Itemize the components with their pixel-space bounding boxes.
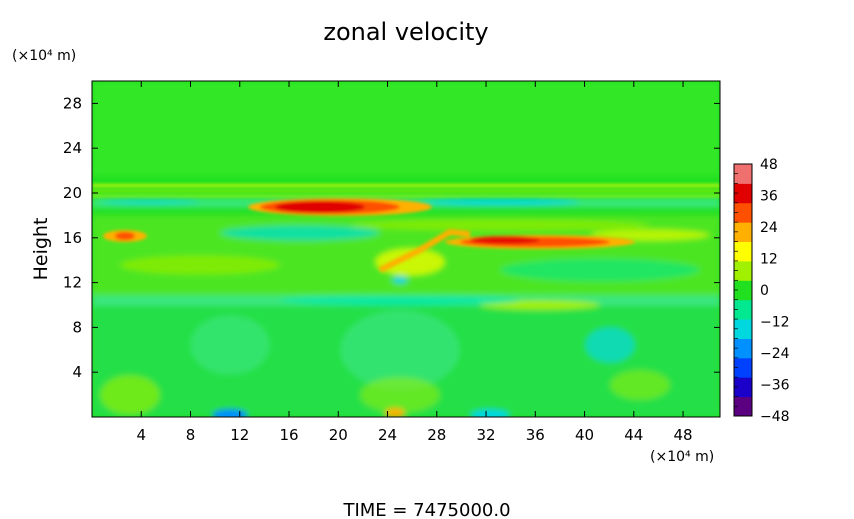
- colorbar-segment: [734, 241, 752, 262]
- y-axis-label: Height: [30, 218, 52, 281]
- colorbar: 48 36 24 12 0 −12 −24 −36 −48: [733, 157, 790, 425]
- time-footer: TIME = 7475000.0: [342, 500, 510, 519]
- y-tick-label: 24: [63, 139, 82, 157]
- colorbar-segment: [734, 222, 752, 243]
- x-tick-label: 44: [624, 426, 643, 444]
- x-axis-ticks: 4 8 12 16 20 24 28 32 36 40 44 48: [136, 81, 693, 444]
- x-tick-label: 24: [378, 426, 397, 444]
- x-tick-label: 16: [279, 426, 298, 444]
- colorbar-tick-label: 0: [760, 283, 769, 299]
- colorbar-tick-label: 24: [760, 220, 778, 236]
- colorbar-segment: [734, 299, 752, 320]
- x-tick-label: 20: [329, 426, 348, 444]
- colorbar-segment: [734, 396, 752, 417]
- x-tick-label: 4: [136, 426, 146, 444]
- y-tick-label: 4: [72, 363, 82, 381]
- x-tick-label: 48: [674, 426, 693, 444]
- x-tick-label: 8: [186, 426, 196, 444]
- colorbar-tick-label: 48: [760, 157, 778, 173]
- y-axis-ticks: 4 8 12 16 20 24 28: [63, 94, 720, 381]
- y-tick-label: 12: [63, 274, 82, 292]
- x-tick-label: 32: [476, 426, 495, 444]
- colorbar-frame: [733, 163, 753, 417]
- colorbar-tick-label: −24: [760, 346, 790, 362]
- x-tick-label: 28: [427, 426, 446, 444]
- colorbar-segment: [734, 280, 752, 301]
- x-tick-label: 12: [230, 426, 249, 444]
- colorbar-segment: [734, 183, 752, 204]
- colorbar-tick-label: −36: [760, 378, 790, 394]
- colorbar-segment: [734, 260, 752, 281]
- x-tick-label: 40: [575, 426, 594, 444]
- colorbar-segment: [734, 338, 752, 359]
- colorbar-segment: [734, 357, 752, 378]
- y-tick-label: 20: [63, 184, 82, 202]
- colorbar-tick-label: −12: [760, 315, 790, 331]
- colorbar-tick-label: 36: [760, 189, 778, 205]
- colorbar-tick-label: 12: [760, 252, 778, 268]
- colorbar-segment: [734, 202, 752, 223]
- heatmap-plot-area: [92, 81, 720, 417]
- colorbar-tick-label: −48: [760, 409, 790, 425]
- colorbar-segment: [734, 164, 752, 184]
- y-tick-label: 28: [63, 94, 82, 112]
- x-unit-label: (×10⁴ m): [650, 449, 714, 465]
- colorbar-segment: [734, 319, 752, 339]
- colorbar-segment: [734, 377, 752, 398]
- y-unit-label: (×10⁴ m): [12, 48, 76, 64]
- chart-title: zonal velocity: [323, 18, 488, 46]
- y-tick-label: 8: [72, 318, 82, 336]
- plot-frame: [91, 80, 721, 418]
- y-tick-label: 16: [63, 229, 82, 247]
- x-tick-label: 36: [526, 426, 545, 444]
